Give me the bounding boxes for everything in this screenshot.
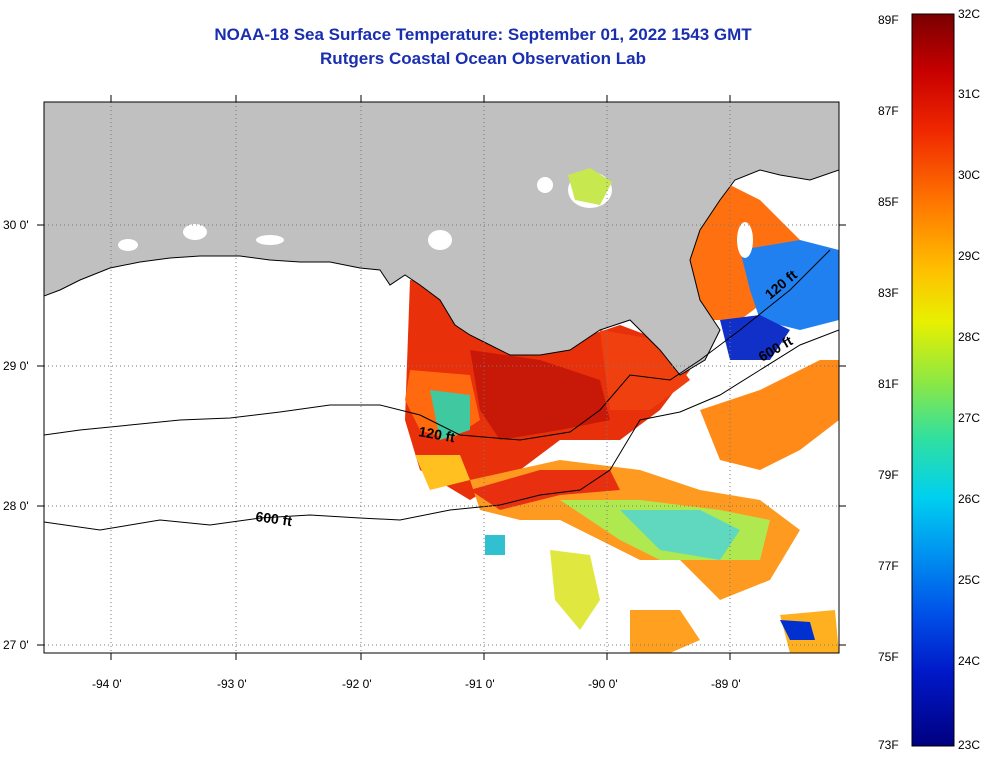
colorbar-c-label: 29C	[958, 249, 980, 263]
colorbar-f-label: 83F	[878, 286, 899, 300]
contour-label: 600 ft	[255, 508, 294, 529]
lon-label: -92 0'	[342, 677, 372, 691]
colorbar-f-label: 77F	[878, 559, 899, 573]
colorbar-c-labels: 32C 31C 30C 29C 28C 27C 26C 25C 24C 23C	[958, 7, 980, 752]
lon-label: -91 0'	[465, 677, 495, 691]
lake-shape	[118, 239, 138, 251]
contour-label: 120 ft	[417, 423, 456, 445]
lake-sst-patch	[568, 168, 612, 205]
lake-shape	[537, 177, 553, 193]
colorbar-c-label: 26C	[958, 492, 980, 506]
colorbar-f-label: 85F	[878, 195, 899, 209]
map-subtitle: Rutgers Coastal Ocean Observation Lab	[320, 49, 646, 68]
lat-label: 30 0'	[3, 218, 29, 232]
map-border	[43, 101, 840, 654]
colorbar-f-label: 75F	[878, 650, 899, 664]
lake-shape	[428, 230, 452, 250]
contour-120ft-west	[44, 249, 831, 441]
colorbar-f-labels: 89F 87F 85F 83F 81F 79F 77F 75F 73F	[878, 13, 899, 752]
lat-label: 28 0'	[3, 499, 29, 513]
colorbar-c-label: 23C	[958, 738, 980, 752]
lon-label: -89 0'	[711, 677, 741, 691]
colorbar-c-label: 27C	[958, 411, 980, 425]
colorbar-c-label: 25C	[958, 573, 980, 587]
map-title: NOAA-18 Sea Surface Temperature: Septemb…	[214, 25, 752, 44]
lake-shape	[256, 235, 284, 245]
colorbar-f-label: 73F	[878, 738, 899, 752]
colorbar-c-label: 31C	[958, 87, 980, 101]
axis-ticks	[37, 95, 846, 660]
lat-label: 29 0'	[3, 359, 29, 373]
colorbar	[911, 13, 955, 747]
colorbar-c-label: 32C	[958, 7, 980, 21]
lon-label: -90 0'	[588, 677, 618, 691]
graticule	[44, 102, 839, 653]
colorbar-c-label: 28C	[958, 330, 980, 344]
colorbar-c-label: 24C	[958, 654, 980, 668]
lat-label: 27 0'	[3, 638, 29, 652]
contour-600ft	[44, 329, 839, 531]
lake-shape	[737, 222, 753, 258]
colorbar-f-label: 79F	[878, 468, 899, 482]
lon-label: -94 0'	[92, 677, 122, 691]
colorbar-f-label: 81F	[878, 377, 899, 391]
lake-shape	[183, 224, 207, 240]
lon-label: -93 0'	[217, 677, 247, 691]
colorbar-c-label: 30C	[958, 168, 980, 182]
colorbar-f-label: 87F	[878, 104, 899, 118]
colorbar-f-label: 89F	[878, 13, 899, 27]
